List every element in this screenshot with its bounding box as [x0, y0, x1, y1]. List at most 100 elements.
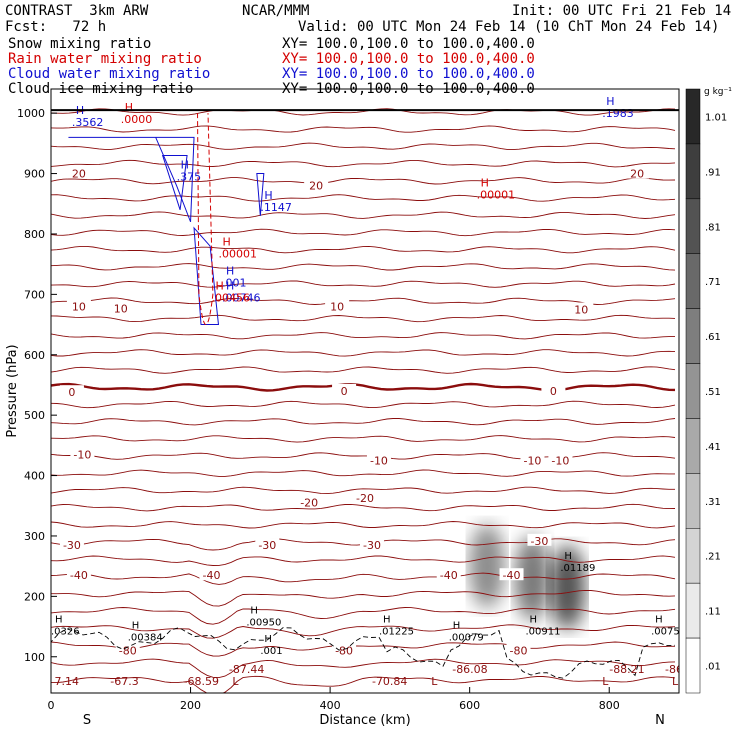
snow-field-label: Snow mixing ratio — [8, 36, 152, 52]
snow-field-xy: XY= 100.0,100.0 to 100.0,400.0 — [282, 36, 535, 52]
plot-frame — [50, 88, 680, 694]
top-value-7: -86.4 — [665, 663, 693, 676]
y-tick-label-1: 200 — [24, 590, 45, 603]
isotherm-label-bg — [359, 538, 384, 551]
y-axis-title: Pressure (hPa) — [5, 344, 20, 437]
isotherm-label-10: -30 — [530, 535, 548, 548]
isotherm-label-bg — [59, 385, 84, 398]
top-value-1: -67.3 — [110, 675, 138, 688]
isotherm-label-bg — [332, 643, 357, 656]
isotherm-line-14 — [51, 349, 676, 357]
cloud-water-h-5: H — [606, 95, 614, 108]
isotherm-label-0: -80 — [119, 645, 137, 658]
isotherm-line-31 — [51, 641, 675, 657]
isotherm-label-bg — [66, 299, 91, 312]
ice-max-value-3: .00950 — [246, 618, 281, 629]
rain-value-2: .00456 — [211, 291, 250, 304]
isotherm-line-12 — [51, 314, 676, 323]
cloud-water-h-3: H — [226, 264, 234, 277]
rain-field-xy: XY= 100.0,100.0 to 100.0,400.0 — [282, 51, 535, 67]
top-value-2: -68.59 — [184, 675, 219, 688]
y-tick-label-2: 300 — [24, 530, 45, 543]
colorbar-swatch-4 — [685, 308, 701, 364]
valid-label: Valid: 00 UTC Mon 24 Feb 14 (10 ChT Mon … — [298, 19, 720, 35]
colorbar-label-8: .21 — [705, 552, 721, 563]
isotherm-label-bg — [199, 568, 224, 581]
top-value-5: -86.08 — [452, 663, 487, 676]
model-label: CONTRAST 3km ARW — [5, 3, 149, 19]
isotherm-label-bg — [115, 643, 140, 656]
ice-max-value-8: .00751 — [651, 627, 686, 638]
isotherm-line-5 — [51, 194, 676, 202]
isotherm-label-bg — [366, 453, 391, 466]
isotherm-label-17: 0 — [68, 386, 75, 399]
ice-max-h-1: H — [132, 621, 140, 632]
endpoint-left: S — [83, 713, 91, 728]
x-tick-label-2: 400 — [320, 699, 341, 712]
isotherm-label-12: -20 — [356, 492, 374, 505]
colorbar-swatch-10 — [685, 637, 701, 694]
isotherm-line-17 — [51, 400, 676, 409]
rain-value-0: .00001 — [477, 189, 515, 202]
init-label: Init: 00 UTC Fri 21 Feb 14 — [512, 3, 732, 19]
colorbar-swatch-5 — [685, 363, 701, 419]
cloud-water-value-5: .1983 — [602, 107, 634, 120]
isotherm-line-10 — [51, 280, 676, 288]
colorbar-swatch-2 — [685, 198, 701, 254]
isotherm-line-24 — [51, 521, 676, 529]
ice-max-h-6: H — [529, 615, 537, 626]
isotherm-label-bg — [66, 568, 91, 581]
x-tick-label-1: 200 — [180, 699, 201, 712]
colorbar-swatch-8 — [685, 528, 701, 584]
isotherm-label-8: -30 — [258, 539, 276, 552]
snow-shade-2 — [549, 545, 586, 630]
cloud-water-contour-3 — [256, 173, 265, 216]
isotherm-line-6 — [51, 211, 676, 219]
isotherm-label-13: -10 — [73, 448, 91, 461]
isotherm-line-22 — [51, 486, 675, 495]
ice-max-value-2: .001 — [260, 646, 282, 657]
isotherm-line-13 — [51, 332, 675, 340]
cloud-water-value-1: .375 — [177, 171, 202, 184]
y-tick-label-7: 800 — [24, 228, 45, 241]
isotherm-label-bg — [353, 490, 377, 503]
ice-max-value-4: .01225 — [379, 627, 414, 638]
isotherm-line-16 — [51, 382, 676, 392]
cloud-ice-dashed-contour — [51, 627, 676, 679]
colorbar: 1.01 .91 .81 .71 .61 .51 .41 .31 .21 .11 .01 g kg⁻¹ — [685, 87, 732, 694]
ice-max-h-5: H — [453, 621, 461, 632]
ice-max-value-5: .00079 — [449, 633, 484, 644]
isotherm-label-16: -10 — [551, 454, 569, 467]
isotherm-label-9: -30 — [363, 539, 381, 552]
cloud-water-contour-2 — [193, 226, 220, 326]
snow-shade-0 — [469, 524, 506, 609]
colorbar-label-1: .91 — [705, 167, 721, 178]
isotherm-label-5: -40 — [440, 569, 458, 582]
isotherm-line-21 — [51, 469, 675, 477]
low-marker-3: L — [672, 675, 679, 688]
cloud-water-value-4: .00746 — [222, 291, 261, 304]
ice-max-h-7: H — [564, 551, 572, 562]
y-tick-label-4: 500 — [24, 409, 45, 422]
ice-max-h-0: H — [55, 615, 63, 626]
isotherm-line-2 — [51, 142, 676, 151]
cloud-water-h-2: H — [264, 189, 272, 202]
colorbar-unit: g kg⁻¹ — [704, 87, 732, 97]
ice-max-value-6: .00911 — [525, 627, 560, 638]
org-label: NCAR/MMM — [242, 3, 310, 19]
isotherm-label-26: 20 — [630, 168, 644, 181]
ice-max-h-8: H — [655, 615, 663, 626]
isotherm-line-15 — [51, 366, 676, 374]
x-axis-title: Distance (km) — [319, 713, 410, 728]
fcst-label: Fcst: 72 h — [5, 19, 107, 35]
isotherm-label-bg — [499, 568, 524, 581]
y-tick-label-8: 900 — [24, 168, 45, 181]
colorbar-label-4: .61 — [705, 332, 721, 343]
isotherm-label-bg — [255, 538, 280, 551]
isotherm-label-21: 10 — [114, 302, 128, 315]
isotherm-label-bg — [325, 299, 350, 312]
x-tick-label-4: 800 — [599, 699, 620, 712]
isotherm-label-bg — [625, 166, 650, 179]
isotherm-label-6: -40 — [503, 569, 521, 582]
isotherm-line-19 — [51, 435, 676, 443]
